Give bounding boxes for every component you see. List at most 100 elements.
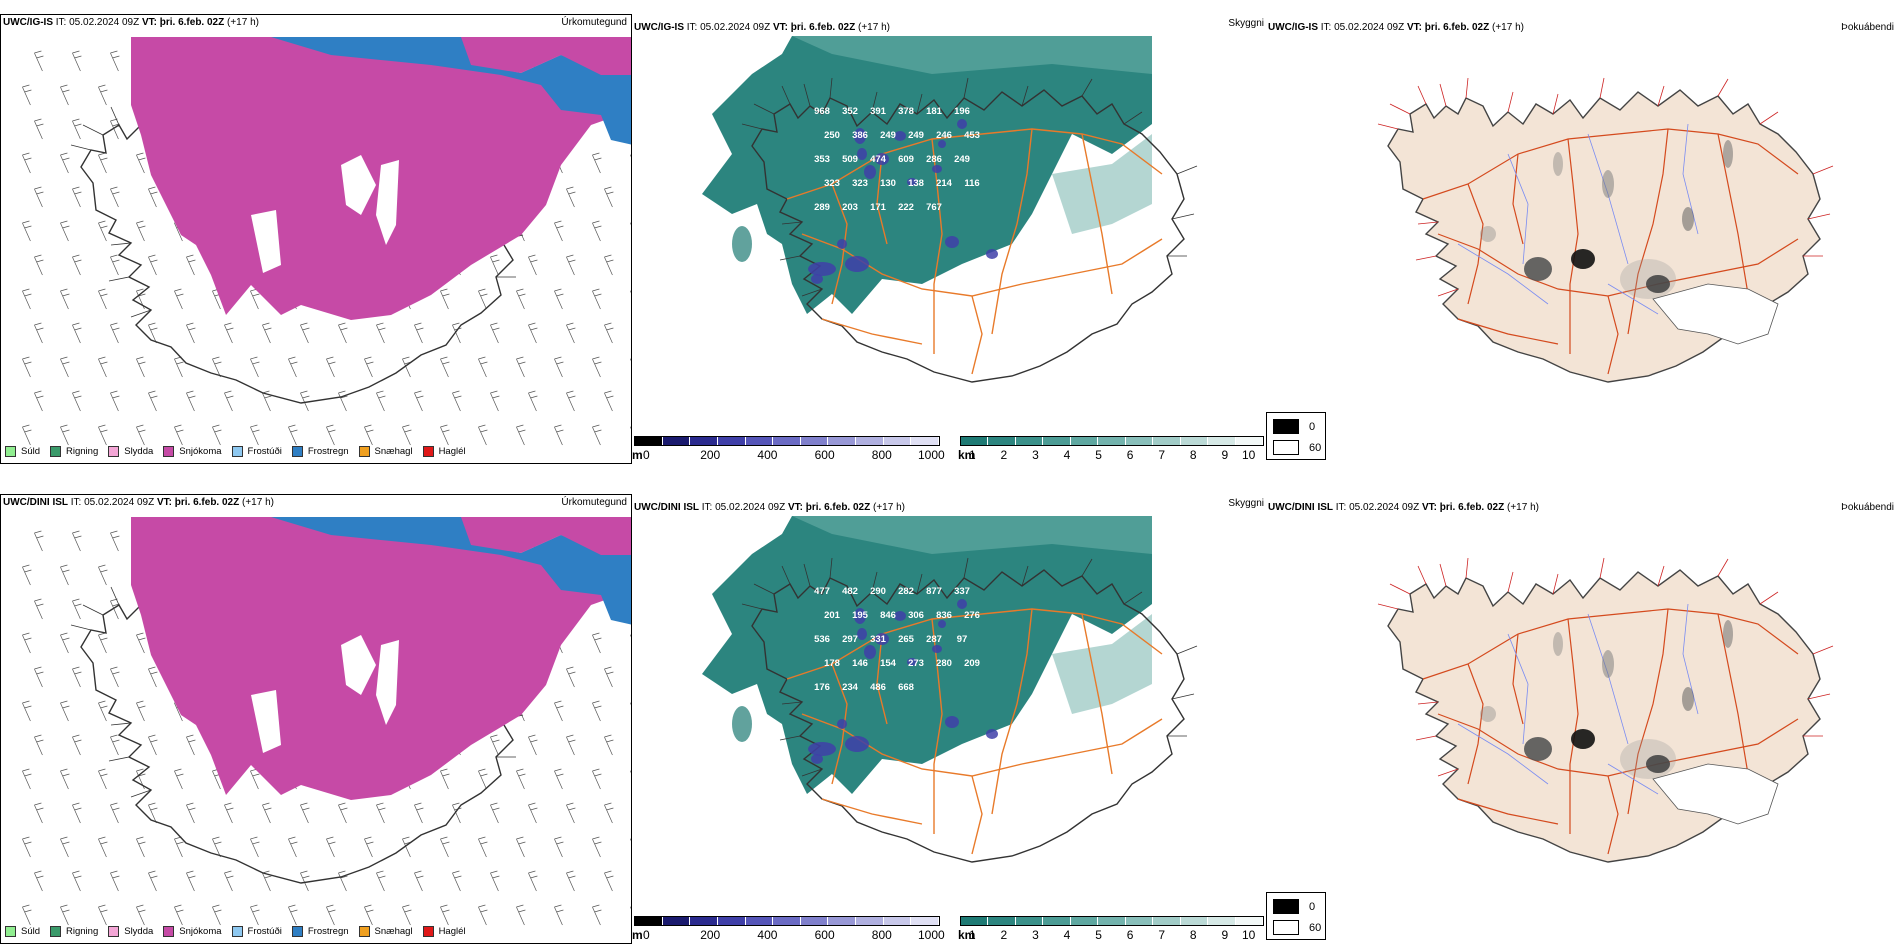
fjord-line — [829, 77, 833, 99]
precip-type-map-bottom — [22, 517, 631, 926]
fog-patch — [1553, 632, 1563, 656]
wind-barb — [60, 220, 70, 242]
wind-barb — [528, 802, 538, 824]
clear-area — [1652, 283, 1779, 345]
fjord-line — [1812, 645, 1834, 655]
fjord-line — [130, 309, 152, 318]
fjord-line — [1507, 571, 1514, 593]
colorbar-segment — [1153, 437, 1181, 445]
legend-label: Slydda — [124, 446, 154, 457]
precip-legend-item: Snjókoma — [163, 446, 222, 457]
wind-barb — [414, 802, 424, 824]
wind-barb — [212, 904, 222, 926]
precip-legend-item: Súld — [5, 926, 40, 937]
fog-patch — [1602, 170, 1614, 198]
legend-label: Haglél — [438, 926, 466, 937]
fjord-line — [70, 624, 92, 631]
legend-swatch — [163, 446, 175, 457]
wind-barb — [592, 424, 602, 446]
colorbar-segment — [690, 437, 718, 445]
wind-barb — [60, 768, 70, 790]
legend-label: Frostregn — [307, 926, 349, 937]
fjord-line — [1812, 165, 1834, 175]
freezing-rain-area — [271, 517, 631, 625]
fog-patch — [1646, 755, 1670, 773]
legend-swatch — [108, 926, 120, 937]
river — [1507, 153, 1529, 265]
wind-barb — [364, 424, 374, 446]
wind-barb — [592, 700, 602, 722]
ceiling-value-label: 282 — [898, 586, 914, 597]
wind-barb — [300, 390, 310, 412]
fjord-line — [1807, 693, 1831, 700]
fog-map-bottom — [1377, 557, 1834, 863]
precip-legend-item: Frostregn — [291, 446, 349, 457]
wind-barb — [592, 288, 602, 310]
fjord-line — [1717, 558, 1729, 577]
precip-legend: Súld Rigning Slydda Snjókoma Frostúði Frostre… — [5, 446, 466, 457]
wind-barb — [224, 322, 234, 344]
legend-swatch — [231, 926, 243, 937]
wind-barb — [136, 904, 146, 926]
wind-barb — [566, 802, 576, 824]
fjord-line — [1807, 213, 1831, 220]
wind-barb — [148, 186, 158, 208]
wind-barb — [98, 632, 108, 654]
fjord-line — [1417, 221, 1439, 225]
fog-patch — [1571, 729, 1595, 749]
wind-barb — [34, 870, 44, 892]
colorbar-tick-label: 5 — [1095, 448, 1102, 462]
panel-header: UWC/DINI ISL IT: 05.02.2024 09Z VT: þri.… — [3, 497, 274, 508]
ceiling-value-label: 846 — [880, 610, 896, 621]
wind-barb — [34, 322, 44, 344]
road — [1567, 138, 1579, 354]
low-ceiling-patch — [986, 729, 998, 739]
wind-barb — [604, 666, 614, 688]
wind-barb — [72, 322, 82, 344]
wind-barb — [60, 288, 70, 310]
wind-barb — [72, 530, 82, 552]
low-ceiling-patch — [894, 611, 906, 621]
wind-barb — [516, 288, 526, 310]
precip-type-map-top — [22, 37, 631, 446]
ceiling-value-label: 536 — [814, 634, 830, 645]
colorbar-tick-label: 0 — [643, 928, 650, 942]
wind-barb — [174, 904, 184, 926]
colorbar-tick-label: 7 — [1158, 448, 1166, 462]
wind-barb — [338, 802, 348, 824]
ceiling-value-label: 509 — [842, 154, 858, 165]
road — [1081, 133, 1113, 295]
wind-barb — [34, 802, 44, 824]
wind-barb — [60, 424, 70, 446]
fjord-line — [130, 789, 152, 798]
colorbar-segment — [635, 917, 663, 925]
legend-label: Frostúði — [247, 926, 282, 937]
colorbar-tick-label: 1 — [969, 448, 976, 462]
wind-barb — [22, 220, 32, 242]
wind-barb — [98, 836, 108, 858]
wind-barb — [60, 836, 70, 858]
ceiling-value-label: 195 — [852, 610, 869, 621]
fjord-line — [803, 563, 811, 587]
legend-label: Rigning — [66, 926, 99, 937]
low-ceiling-patch — [932, 165, 942, 173]
colorbar-frame — [960, 916, 1264, 926]
no-precip-hole — [251, 210, 281, 273]
colorbar-segments — [635, 437, 939, 445]
fog-patch — [1524, 257, 1552, 281]
fjord-line — [1171, 693, 1195, 700]
fog-patch — [1524, 737, 1552, 761]
wind-barb — [224, 870, 234, 892]
low-ceiling-patch — [938, 620, 946, 628]
wind-barb — [490, 870, 500, 892]
ceiling-labels: 477 482 290 282 877 337 201 195 846 306 836 276 536 2… — [814, 586, 980, 693]
wind-barb — [604, 390, 614, 412]
road — [971, 775, 983, 855]
ceiling-value-label: 234 — [842, 682, 859, 693]
fjord-line — [110, 106, 120, 126]
wind-barb — [490, 254, 500, 276]
wind-barb — [174, 288, 184, 310]
road — [1512, 633, 1524, 725]
visibility-gradient — [1052, 134, 1152, 234]
wind-barb — [34, 530, 44, 552]
